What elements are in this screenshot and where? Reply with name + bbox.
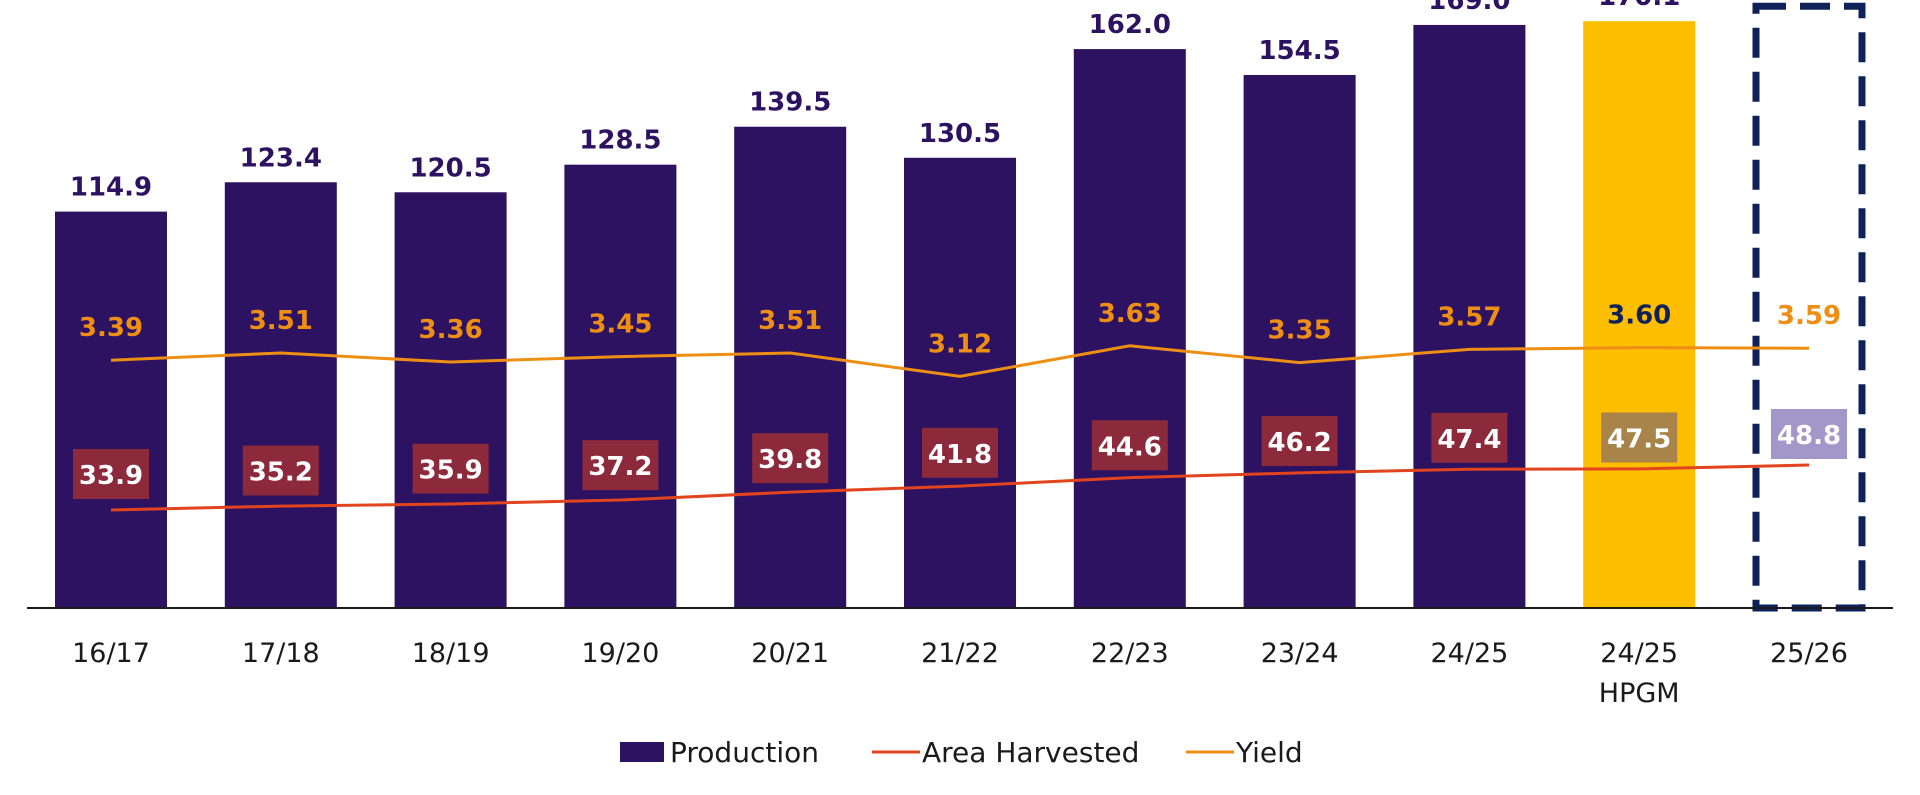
bar-highlight [1583, 21, 1696, 608]
yield-value-label: 3.57 [1437, 302, 1501, 332]
lines-layer [110, 344, 1810, 512]
production-value-label: 169.0 [1428, 0, 1510, 16]
area-harvested-value-label: 37.2 [588, 452, 652, 482]
x-tick-label: 24/25 [1430, 638, 1508, 669]
area-label-box [1771, 409, 1847, 459]
production-value-label: 170.1 [1598, 0, 1680, 12]
x-tick-label: 20/21 [751, 638, 829, 669]
production-value-label: 120.5 [409, 153, 491, 183]
yield-value-label: 3.36 [419, 315, 483, 345]
production-value-label: 130.5 [919, 119, 1001, 149]
production-value-label: 128.5 [579, 126, 661, 156]
area-harvested-value-label: 46.2 [1268, 428, 1332, 458]
yield-value-label: 3.45 [588, 310, 652, 340]
area-harvested-value-label: 48.8 [1777, 421, 1841, 451]
legend: Production Area Harvested Yield [620, 736, 1303, 769]
bar [1073, 49, 1186, 609]
area-label-box [582, 440, 659, 491]
x-tick-label: 25/26 [1770, 638, 1848, 669]
labels-layer: 114.9 123.4 120.5 128.5 139.5 130.5 162.0 154.5… [70, 0, 1847, 499]
area-label-box [1091, 420, 1168, 471]
x-axis: 16/17 17/18 18/19 19/20 20/21 21/22 22/23 23/24… [27, 607, 1893, 709]
bar [55, 211, 167, 608]
area-label-box [1431, 412, 1508, 463]
area-harvested-value-label: 35.9 [419, 456, 483, 486]
area-harvested-value-label: 41.8 [928, 440, 992, 470]
yield-value-label: 3.12 [928, 329, 992, 359]
x-tick-label: 21/22 [921, 638, 999, 669]
x-tick-label: 23/24 [1261, 638, 1339, 669]
yield-value-label: 3.63 [1098, 299, 1162, 329]
yield-value-label: 3.39 [79, 313, 143, 343]
x-tick-label: 18/19 [412, 638, 490, 669]
x-tick-label: 22/23 [1091, 638, 1169, 669]
legend-swatch [620, 742, 664, 762]
yield-value-label: 3.51 [249, 306, 313, 336]
yield-line [110, 344, 1810, 378]
yield-value-label: 3.59 [1777, 301, 1841, 331]
x-tick-label: 24/25 HPGM [1599, 638, 1680, 709]
area-label-box [922, 427, 998, 478]
area-harvested-value-label: 35.2 [249, 458, 313, 488]
production-value-label: 139.5 [749, 88, 831, 118]
legend-label: Yield [1235, 736, 1303, 769]
area-label-box [1601, 412, 1678, 463]
area-label-box [242, 445, 319, 496]
bar [224, 182, 337, 608]
x-tick-label: 17/18 [242, 638, 320, 669]
area-harvested-value-label: 44.6 [1098, 432, 1162, 462]
area-harvested-value-label: 33.9 [79, 461, 143, 491]
area-label-box [752, 433, 829, 484]
bars-layer [55, 2, 1866, 612]
legend-label: Area Harvested [922, 736, 1139, 769]
legend-yield: Yield [1186, 736, 1303, 769]
bar [394, 192, 507, 608]
area-label-box [73, 449, 149, 499]
x-tick-label: 19/20 [581, 638, 659, 669]
production-value-label: 154.5 [1258, 36, 1340, 66]
yield-value-label: 3.35 [1268, 316, 1332, 346]
x-tick-label: 16/17 [72, 638, 150, 669]
bar [904, 157, 1016, 608]
legend-production: Production [620, 736, 819, 769]
bar [1243, 74, 1356, 609]
area-harvested-value-label: 39.8 [758, 445, 822, 475]
area-label-box [412, 443, 489, 494]
yield-value-label: 3.60 [1607, 301, 1671, 331]
bar [734, 126, 847, 608]
area-harvested-line [110, 463, 1810, 512]
legend-label: Production [670, 736, 819, 769]
area-harvested-value-label: 47.5 [1607, 424, 1671, 454]
bar [564, 164, 677, 609]
production-value-label: 162.0 [1089, 10, 1171, 40]
bar [1413, 24, 1526, 608]
area-harvested-value-label: 47.4 [1437, 425, 1501, 455]
production-value-label: 114.9 [70, 173, 152, 203]
legend-area-harvested: Area Harvested [872, 736, 1139, 769]
yield-value-label: 3.51 [758, 306, 822, 336]
production-value-label: 123.4 [240, 143, 322, 173]
area-label-box [1261, 415, 1338, 466]
